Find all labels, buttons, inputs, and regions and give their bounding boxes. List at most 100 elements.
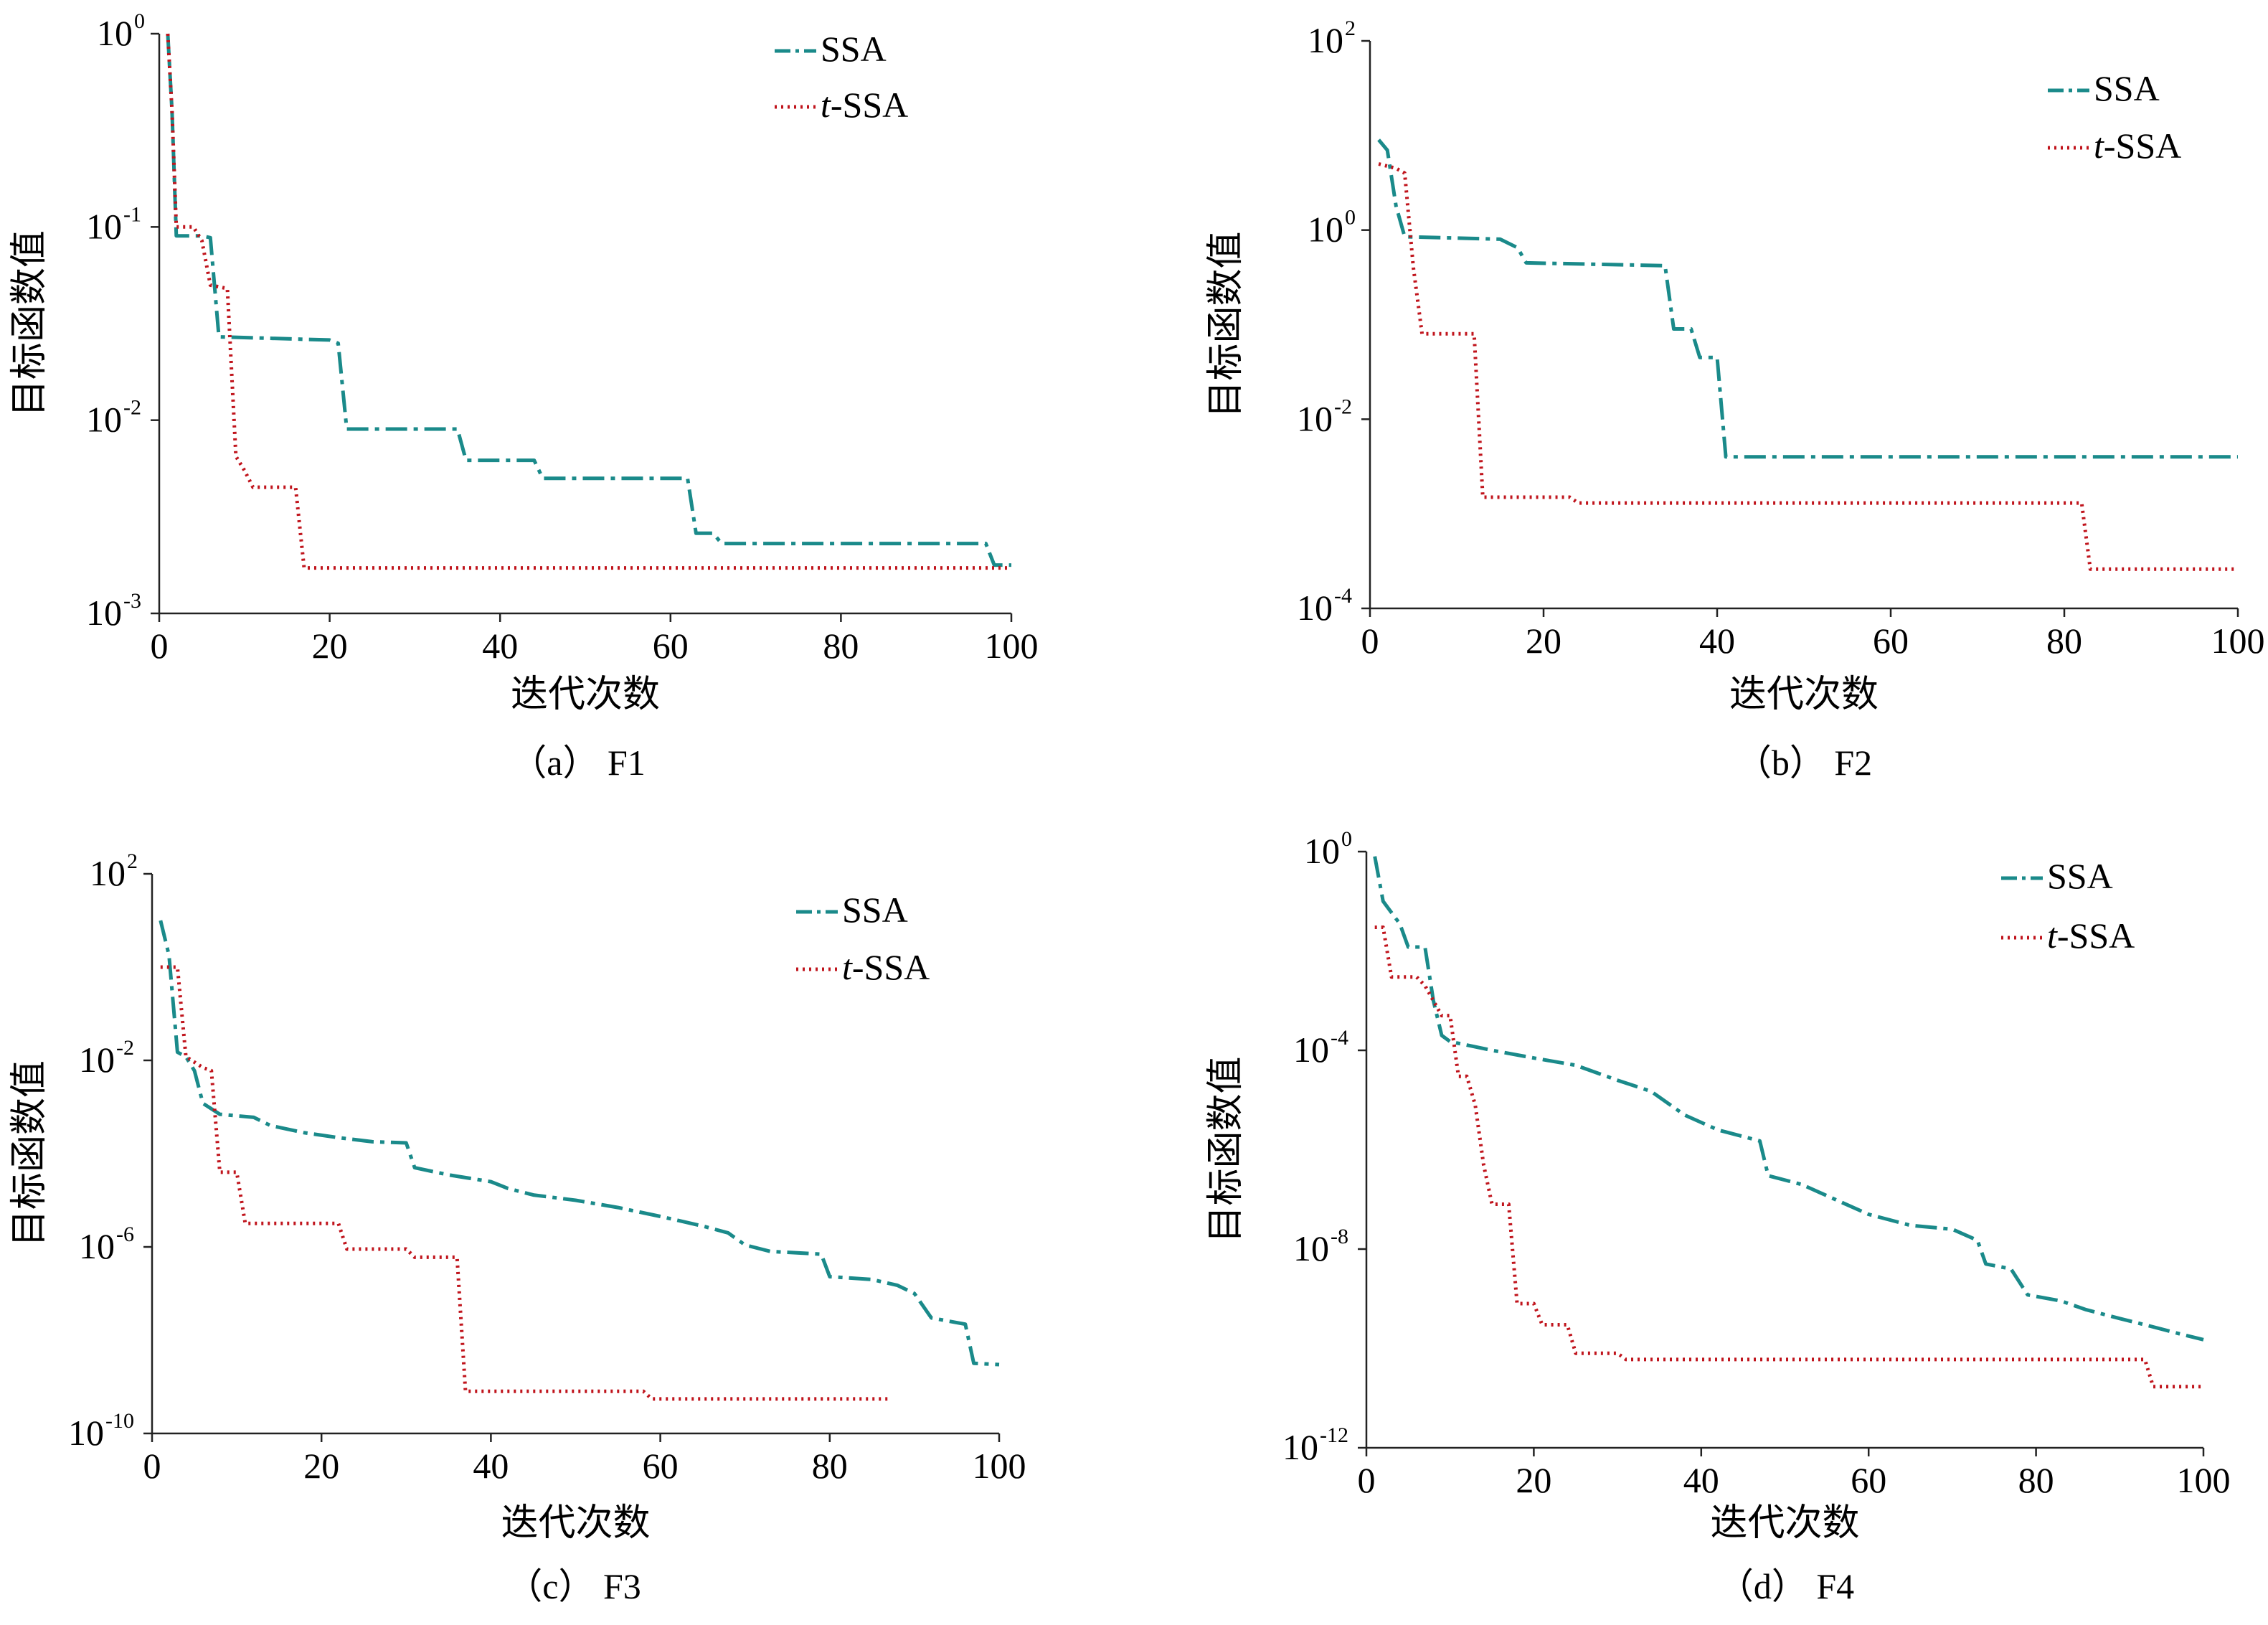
x-tick-label: 0 [151,626,169,666]
y-tick-base: 10 [1293,1030,1329,1070]
x-axis-title: 迭代次数 [511,673,660,716]
y-tick-base: 10 [90,853,126,893]
x-tick-label: 40 [1699,621,1735,661]
x-tick-label: 20 [303,1446,339,1486]
y-tick-exponent: -2 [116,1036,134,1060]
y-tick-exponent: -4 [1331,1026,1348,1050]
y-tick-exponent: 0 [134,9,145,33]
legend: SSA t-SSA [2001,856,2135,956]
x-tick-label: 0 [143,1446,161,1486]
y-tick-exponent: -3 [123,589,141,613]
y-tick-exponent: 2 [1345,17,1356,40]
x-tick-label: 100 [973,1446,1026,1486]
y-tick-label: 10 -2 [86,396,141,440]
y-tick-base: 10 [1308,20,1343,60]
x-tick-label: 80 [2046,621,2082,661]
legend-label-ssa: SSA [2047,856,2113,896]
legend-label-t-ssa: t-SSA [2094,126,2181,166]
x-tick-label: 20 [312,626,348,666]
x-tick-label: 40 [473,1446,509,1486]
y-tick-label: 10 0 [1308,206,1356,250]
y-tick-label: 10 -2 [79,1036,134,1080]
y-tick-base: 10 [68,1413,104,1453]
legend: SSA t-SSA [775,29,908,125]
y-tick-exponent: 0 [1341,827,1352,851]
y-axis-title: 目标函数值 [1204,231,1247,418]
y-tick-label: 10 0 [97,9,145,53]
x-tick-label: 100 [2177,1460,2231,1500]
x-tick-label: 60 [643,1446,679,1486]
panel-caption: （a） F1 [511,743,646,783]
x-axis-title: 迭代次数 [501,1502,650,1545]
panel-caption: （d） F4 [1718,1566,1854,1606]
series-line-t-ssa [1374,925,2203,1389]
y-tick-base: 10 [86,593,122,633]
series-line-ssa [1377,138,2238,459]
y-tick-exponent: -10 [105,1409,134,1433]
x-axis-title: 迭代次数 [1710,1502,1859,1545]
x-tick-label: 60 [1873,621,1909,661]
series-line-t-ssa [1378,162,2238,571]
legend-label-ssa: SSA [821,29,887,69]
y-tick-exponent: -2 [123,396,141,420]
y-tick-exponent: -12 [1320,1423,1348,1447]
y-tick-label: 10 -2 [1297,395,1352,438]
y-tick-label: 10 2 [1308,17,1356,60]
y-tick-exponent: -1 [123,202,141,226]
x-tick-label: 60 [1851,1460,1886,1500]
panel-caption: （b） F2 [1736,743,1872,783]
y-tick-exponent: 2 [127,849,138,873]
y-tick-base: 10 [1293,1228,1329,1268]
y-tick-label: 10 -4 [1293,1026,1348,1070]
y-tick-base: 10 [79,1040,115,1080]
y-tick-exponent: 0 [1345,206,1356,230]
y-tick-base: 10 [1304,831,1340,871]
legend-label-t-ssa: t-SSA [842,947,930,987]
y-tick-label: 10 -10 [68,1409,134,1453]
legend: SSA t-SSA [2048,68,2181,166]
y-axis-title: 目标函数值 [8,230,51,417]
x-tick-label: 60 [653,626,689,666]
y-tick-label: 10 -4 [1297,584,1352,628]
y-tick-base: 10 [86,400,122,440]
x-tick-label: 80 [2018,1460,2054,1500]
y-tick-label: 10 -3 [86,589,141,633]
legend-label-ssa: SSA [842,890,908,930]
y-tick-base: 10 [1282,1427,1318,1467]
legend-label-t-ssa: t-SSA [2047,915,2135,956]
y-tick-label: 10 -6 [79,1223,134,1266]
y-tick-base: 10 [1297,398,1333,438]
y-axis-title: 目标函数值 [1204,1056,1247,1243]
x-tick-label: 80 [823,626,859,666]
y-tick-exponent: -2 [1334,395,1352,418]
x-tick-label: 100 [2211,621,2265,661]
x-tick-label: 80 [812,1446,848,1486]
series-line-t-ssa [160,965,889,1401]
series-line-ssa [1373,856,2204,1342]
y-tick-base: 10 [1297,588,1333,628]
series-line-ssa [159,920,1000,1367]
y-tick-label: 10 -1 [86,202,141,246]
x-tick-label: 0 [1358,1460,1376,1500]
y-tick-exponent: -4 [1334,584,1352,608]
x-tick-label: 40 [1683,1460,1719,1500]
x-tick-label: 0 [1361,621,1379,661]
y-tick-label: 10 -12 [1282,1423,1348,1467]
y-tick-base: 10 [97,13,133,53]
legend-label-t-ssa: t-SSA [821,85,908,125]
legend: SSA t-SSA [796,890,930,987]
series-line-ssa [166,33,1011,567]
y-tick-exponent: -6 [116,1223,134,1246]
y-tick-label: 10 2 [90,849,138,893]
legend-label-ssa: SSA [2094,68,2160,108]
x-tick-label: 20 [1516,1460,1551,1500]
x-axis-title: 迭代次数 [1729,673,1879,716]
y-tick-base: 10 [86,206,122,246]
y-axis-title: 目标函数值 [8,1060,51,1247]
y-tick-label: 10 0 [1304,827,1352,871]
